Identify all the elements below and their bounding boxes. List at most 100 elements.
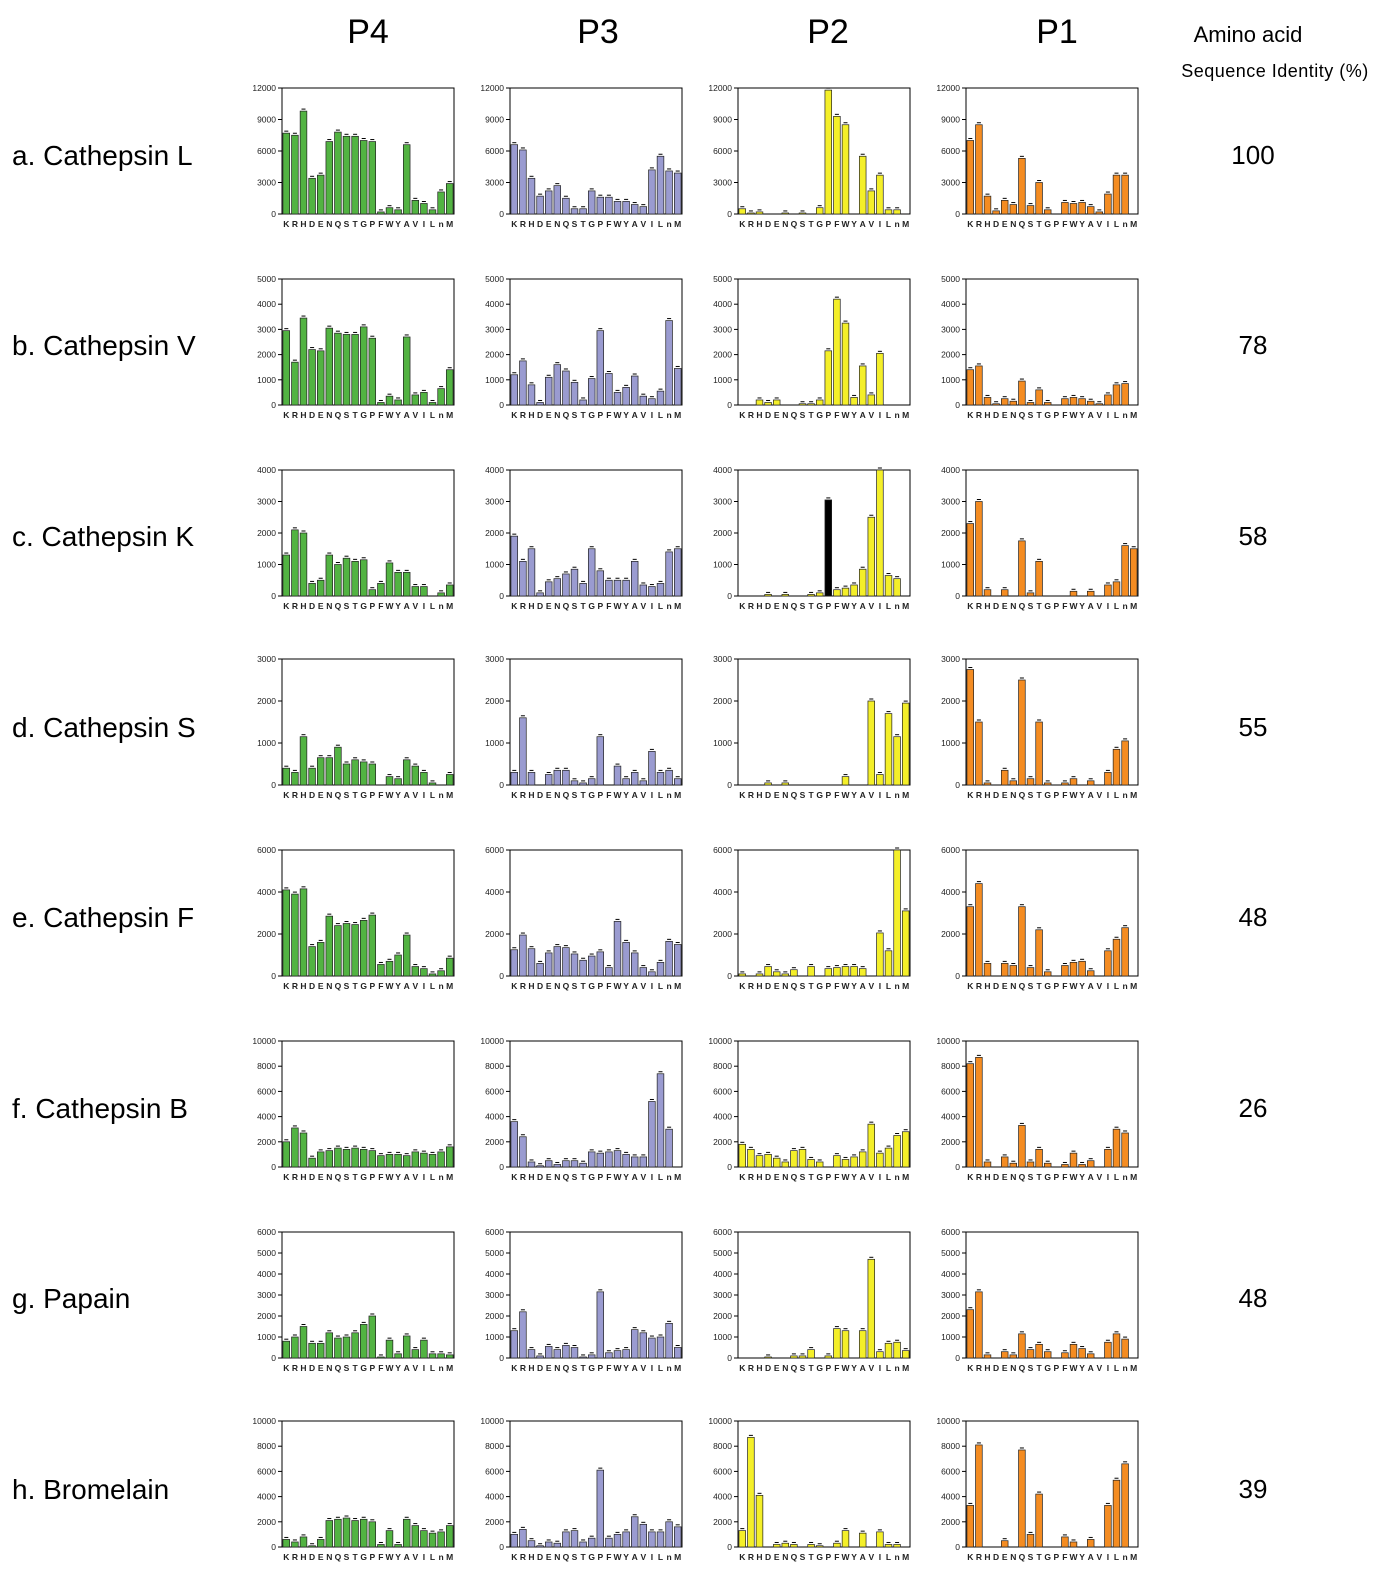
x-tick-label: Q bbox=[791, 601, 798, 611]
y-tick-label: 10000 bbox=[480, 1036, 504, 1046]
x-tick-label: G bbox=[588, 790, 595, 800]
y-tick-label: 3000 bbox=[713, 324, 732, 334]
x-tick-label: Q bbox=[1019, 1172, 1026, 1182]
x-tick-label: T bbox=[580, 790, 586, 800]
x-tick-label: N bbox=[554, 601, 560, 611]
x-tick-label: I bbox=[651, 981, 653, 991]
y-tick-label: 0 bbox=[955, 209, 960, 219]
bar bbox=[1086, 970, 1095, 977]
x-tick-label: T bbox=[1036, 601, 1042, 611]
y-tick-label: 0 bbox=[727, 591, 732, 601]
bar bbox=[299, 736, 308, 786]
x-tick-label: I bbox=[1107, 1552, 1109, 1562]
bar bbox=[975, 501, 983, 597]
y-tick-label: 10000 bbox=[252, 1416, 276, 1426]
bar bbox=[798, 212, 807, 215]
x-tick-label: W bbox=[1069, 1172, 1078, 1182]
bar bbox=[975, 365, 983, 406]
identity-value: 100 bbox=[1231, 140, 1274, 170]
x-tick-label: P bbox=[825, 1552, 831, 1562]
plot-frame bbox=[965, 1420, 1139, 1548]
y-tick-label: 3000 bbox=[941, 497, 960, 507]
x-tick-label: F bbox=[606, 1552, 611, 1562]
x-tick-label: F bbox=[834, 601, 839, 611]
bar bbox=[807, 1159, 815, 1168]
x-tick-label: S bbox=[572, 410, 578, 420]
bar bbox=[858, 365, 867, 406]
x-tick-label: V bbox=[868, 601, 874, 611]
bar bbox=[308, 583, 316, 597]
bar bbox=[841, 776, 850, 786]
x-tick-label: E bbox=[1002, 1552, 1008, 1562]
bar bbox=[299, 317, 308, 406]
x-tick-label: L bbox=[430, 410, 435, 420]
bar bbox=[377, 1155, 385, 1168]
x-tick-label: P bbox=[369, 790, 375, 800]
x-tick-label: Y bbox=[623, 1552, 629, 1562]
x-tick-label: D bbox=[537, 1552, 543, 1562]
bar bbox=[1000, 1540, 1009, 1548]
x-tick-label: G bbox=[1044, 790, 1051, 800]
x-tick-label: D bbox=[309, 1172, 315, 1182]
bar bbox=[510, 1534, 519, 1548]
bar bbox=[527, 1161, 536, 1168]
x-tick-label: D bbox=[765, 981, 771, 991]
y-tick-label: 1000 bbox=[713, 1332, 732, 1342]
bar bbox=[841, 587, 850, 597]
x-tick-label: S bbox=[344, 1552, 350, 1562]
bar bbox=[334, 925, 342, 977]
bar bbox=[368, 141, 377, 215]
bar bbox=[411, 765, 420, 786]
x-tick-label: W bbox=[613, 1172, 622, 1182]
x-tick-label: F bbox=[1062, 1363, 1067, 1373]
x-tick-label: Q bbox=[335, 601, 342, 611]
bar bbox=[824, 499, 833, 597]
x-tick-label: K bbox=[511, 790, 518, 800]
x-tick-label: H bbox=[756, 790, 762, 800]
y-tick-label: 4000 bbox=[485, 299, 504, 309]
bar bbox=[316, 942, 325, 977]
x-tick-label: T bbox=[1036, 790, 1042, 800]
x-tick-label: K bbox=[967, 1363, 974, 1373]
x-tick-label: L bbox=[886, 219, 891, 229]
bar bbox=[334, 1518, 342, 1548]
bar bbox=[656, 155, 665, 215]
x-tick-label: E bbox=[546, 1172, 552, 1182]
bar bbox=[368, 589, 377, 597]
x-tick-label: V bbox=[640, 1363, 646, 1373]
bar bbox=[282, 889, 291, 977]
bar bbox=[648, 1531, 656, 1548]
bar bbox=[1121, 383, 1129, 406]
bar bbox=[596, 1152, 605, 1168]
x-tick-label: A bbox=[632, 601, 638, 611]
y-tick-label: 3000 bbox=[485, 654, 504, 664]
x-tick-label: M bbox=[1130, 219, 1137, 229]
x-tick-label: F bbox=[1062, 410, 1067, 420]
x-tick-label: H bbox=[528, 1552, 534, 1562]
x-tick-label: n bbox=[438, 601, 443, 611]
x-tick-label: H bbox=[984, 790, 990, 800]
bar bbox=[867, 394, 876, 406]
bar-panel: 0 1000 2000 3000 4000 5000 6000 K R H D E N Q S T G P F W Y A… bbox=[713, 1227, 911, 1373]
x-tick-label: P bbox=[369, 1363, 375, 1373]
bar bbox=[665, 551, 673, 597]
x-tick-label: N bbox=[782, 1172, 788, 1182]
x-tick-label: F bbox=[378, 1363, 383, 1373]
x-tick-label: A bbox=[632, 1363, 638, 1373]
bar bbox=[798, 1355, 807, 1359]
bar bbox=[639, 1523, 648, 1548]
x-tick-label: K bbox=[283, 1552, 290, 1562]
x-tick-label: V bbox=[412, 981, 418, 991]
x-tick-label: M bbox=[902, 790, 909, 800]
bar bbox=[596, 736, 605, 786]
y-tick-label: 8000 bbox=[257, 1061, 276, 1071]
x-tick-label: P bbox=[825, 1363, 831, 1373]
x-tick-label: K bbox=[739, 1172, 746, 1182]
enzyme-label: b. Cathepsin V bbox=[12, 330, 196, 361]
x-tick-label: I bbox=[1107, 1172, 1109, 1182]
bar bbox=[1078, 202, 1086, 215]
bar bbox=[291, 134, 299, 215]
x-tick-label: A bbox=[1088, 410, 1094, 420]
